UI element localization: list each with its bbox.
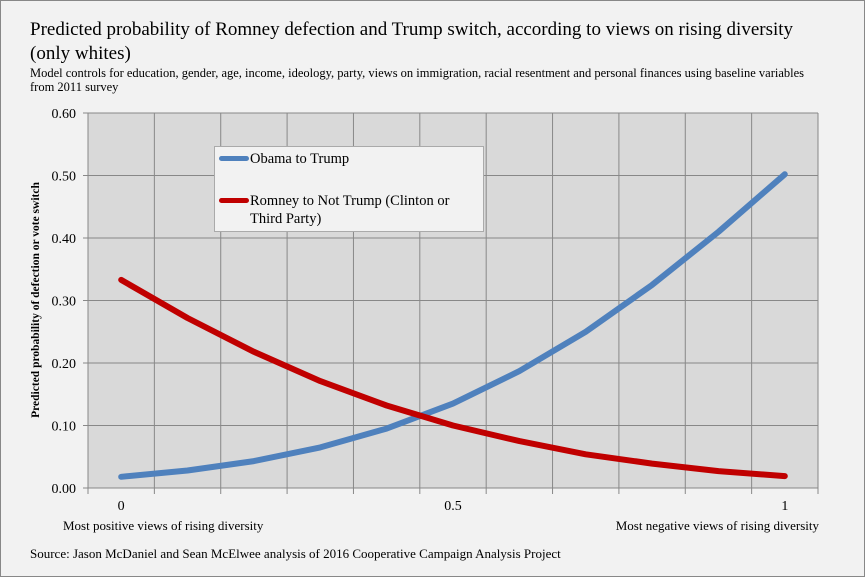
legend-item-romney: Romney to Not Trump (Clinton or Third Pa… — [219, 192, 480, 228]
legend-label: Obama to Trump — [250, 151, 350, 167]
chart-title: Predicted probability of Romney defectio… — [30, 19, 794, 64]
legend-label: Romney to Not Trump (Clinton or Third Pa… — [250, 193, 450, 227]
y-axis-label: Predicted probability of defection or vo… — [30, 182, 42, 418]
y-tick-label: 0.60 — [52, 107, 77, 122]
legend: Obama to Trump Romney to Not Trump (Clin… — [214, 146, 484, 232]
x-tick-label: 0 — [118, 499, 125, 514]
y-tick-label: 0.20 — [52, 357, 77, 372]
y-tick-label: 0.50 — [52, 170, 77, 185]
x-tick-label: 1 — [781, 499, 788, 514]
legend-item-obama: Obama to Trump — [219, 150, 480, 168]
series-line-0 — [118, 171, 788, 480]
x-axis-label-right: Most negative views of rising diversity — [615, 518, 819, 533]
x-axis-label-left: Most positive views of rising diversity — [63, 518, 264, 533]
y-tick-label: 0.10 — [52, 420, 77, 435]
series-line-1 — [118, 276, 788, 480]
y-tick-label: 0.40 — [52, 232, 77, 247]
x-tick-label: 0.5 — [444, 499, 462, 514]
y-tick-label: 0.30 — [52, 295, 77, 310]
source-note: Source: Jason McDaniel and Sean McElwee … — [30, 546, 561, 561]
legend-swatch — [219, 156, 249, 161]
chart-subtitle: Model controls for education, gender, ag… — [30, 66, 805, 94]
legend-swatch — [219, 198, 249, 203]
y-tick-label: 0.00 — [52, 482, 77, 497]
